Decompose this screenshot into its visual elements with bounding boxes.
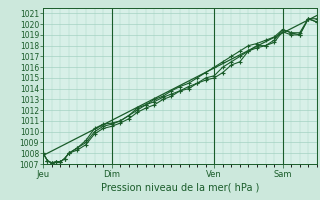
X-axis label: Pression niveau de la mer( hPa ): Pression niveau de la mer( hPa ) <box>101 183 259 193</box>
